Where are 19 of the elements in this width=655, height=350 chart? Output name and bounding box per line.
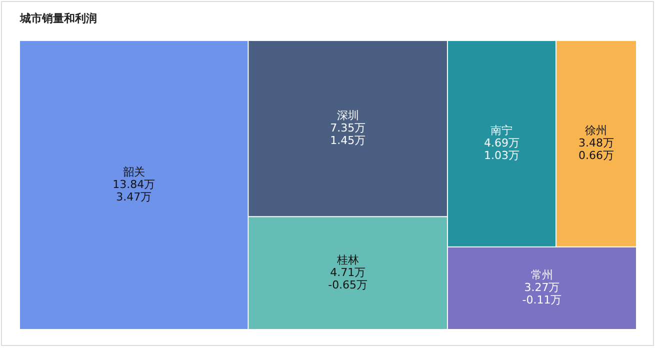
data-label: 1.03万 <box>484 149 520 162</box>
category-label: 桂林 <box>336 254 359 267</box>
data-label: 1.45万 <box>330 134 366 148</box>
data-label: 13.84万 <box>112 178 156 192</box>
category-label: 深圳 <box>336 109 359 122</box>
data-label: 3.27万 <box>524 281 560 294</box>
text: 城市销量和利润 <box>19 12 97 25</box>
category-label: 南宁 <box>490 124 513 138</box>
data-label: 4.71万 <box>330 266 366 280</box>
category-label: 徐州 <box>585 124 608 138</box>
data-label: 3.48万 <box>578 136 614 150</box>
data-label: 0.66万 <box>578 149 614 162</box>
data-label: 7.35万 <box>330 122 366 135</box>
category-label: 韶关 <box>122 166 145 179</box>
data-label: 3.47万 <box>116 190 152 204</box>
category-label: 常州 <box>530 268 553 282</box>
data-label: -0.11万 <box>522 294 562 307</box>
data-label: -0.65万 <box>328 278 368 292</box>
data-label: 4.69万 <box>484 136 520 150</box>
